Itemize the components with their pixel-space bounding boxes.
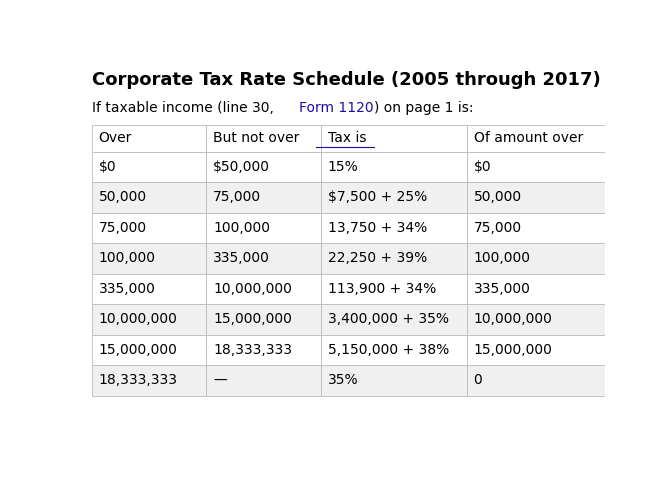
Text: Tax is: Tax is [328,131,366,145]
Text: 13,750 + 34%: 13,750 + 34% [328,221,427,235]
Text: 335,000: 335,000 [474,282,530,296]
Text: 100,000: 100,000 [99,252,156,266]
Text: Over: Over [99,131,132,145]
Text: Corporate Tax Rate Schedule (2005 through 2017): Corporate Tax Rate Schedule (2005 throug… [92,71,601,89]
Text: 15%: 15% [328,160,358,174]
Text: 15,000,000: 15,000,000 [213,313,292,327]
Bar [92,182,206,213]
Text: 100,000: 100,000 [474,252,531,266]
Text: 50,000: 50,000 [474,190,521,204]
Text: 50,000: 50,000 [99,190,146,204]
Bar [321,365,467,396]
Text: But not over: But not over [213,131,300,145]
Bar [92,365,206,396]
Bar [321,304,467,335]
Text: —: — [213,373,227,387]
Bar [467,274,613,304]
Bar [467,335,613,365]
Bar [321,125,467,152]
Bar [206,125,321,152]
Bar [206,335,321,365]
Bar [321,152,467,182]
Text: 15,000,000: 15,000,000 [474,343,552,357]
Text: $50,000: $50,000 [213,160,270,174]
Bar [467,365,613,396]
Bar [467,213,613,243]
Bar [467,152,613,182]
Bar [206,304,321,335]
Text: 10,000,000: 10,000,000 [99,313,177,327]
Text: ) on page 1 is:: ) on page 1 is: [374,101,474,115]
Bar [467,304,613,335]
Text: 335,000: 335,000 [99,282,155,296]
Text: $0: $0 [99,160,116,174]
Text: $7,500 + 25%: $7,500 + 25% [328,190,427,204]
Bar [321,335,467,365]
Bar [92,243,206,274]
Bar [92,335,206,365]
Text: If taxable income (line 30,: If taxable income (line 30, [92,101,278,115]
Bar [206,213,321,243]
Bar [321,274,467,304]
Text: 0: 0 [474,373,482,387]
Bar [92,125,206,152]
Bar [92,213,206,243]
Text: 18,333,333: 18,333,333 [99,373,177,387]
Text: 75,000: 75,000 [99,221,146,235]
Text: 10,000,000: 10,000,000 [474,313,552,327]
Bar [206,182,321,213]
Text: 15,000,000: 15,000,000 [99,343,177,357]
Text: 335,000: 335,000 [213,252,270,266]
Text: 10,000,000: 10,000,000 [213,282,292,296]
Bar [206,243,321,274]
Bar [467,182,613,213]
Text: 113,900 + 34%: 113,900 + 34% [328,282,436,296]
Bar [321,213,467,243]
Text: 5,150,000 + 38%: 5,150,000 + 38% [328,343,449,357]
Text: 75,000: 75,000 [474,221,521,235]
Text: 3,400,000 + 35%: 3,400,000 + 35% [328,313,449,327]
Bar [92,152,206,182]
Bar [206,152,321,182]
Bar [92,304,206,335]
Bar [467,243,613,274]
Text: Form 1120: Form 1120 [300,101,374,115]
Text: 100,000: 100,000 [213,221,270,235]
Bar [467,125,613,152]
Bar [321,182,467,213]
Text: Of amount over: Of amount over [474,131,583,145]
Bar [206,274,321,304]
Text: $0: $0 [474,160,491,174]
Text: 75,000: 75,000 [213,190,261,204]
Text: 18,333,333: 18,333,333 [213,343,292,357]
Bar [321,243,467,274]
Bar [92,274,206,304]
Text: 35%: 35% [328,373,358,387]
Bar [206,365,321,396]
Text: 22,250 + 39%: 22,250 + 39% [328,252,427,266]
